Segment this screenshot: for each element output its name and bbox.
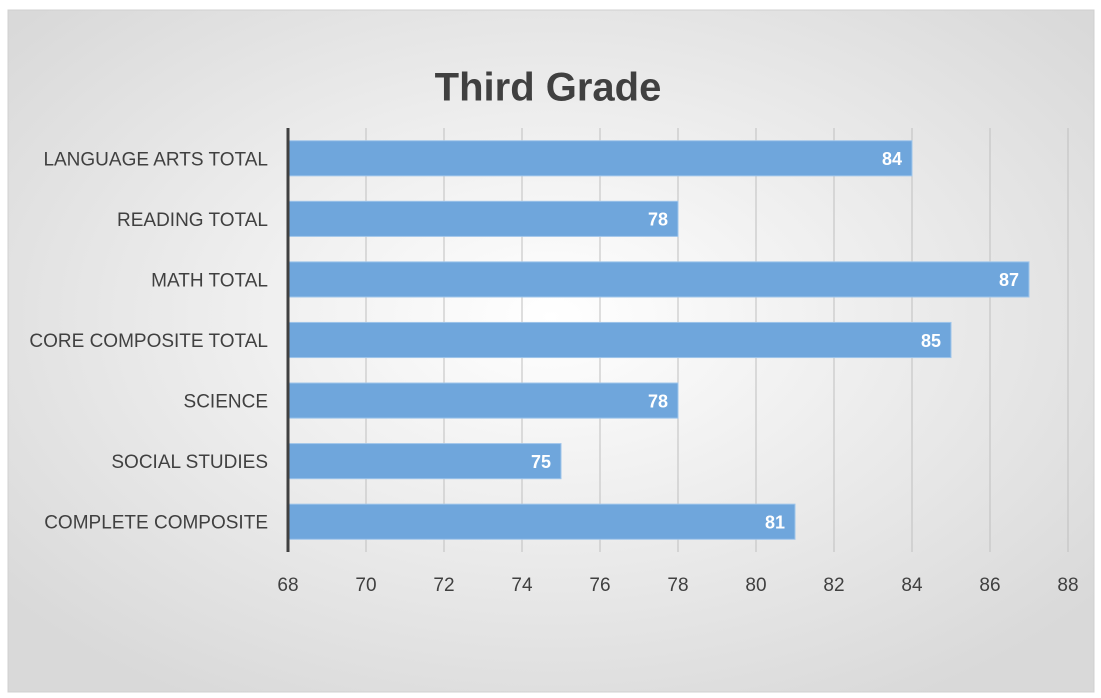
x-tick-label: 68 (277, 575, 298, 596)
data-label: 87 (999, 270, 1019, 290)
data-label: 84 (882, 149, 902, 169)
x-tick-label: 82 (823, 575, 844, 596)
x-tick-label: 88 (1057, 575, 1078, 596)
bar (287, 503, 796, 540)
y-tick-label: READING TOTAL (117, 210, 268, 231)
x-tick-label: 78 (667, 575, 688, 596)
x-tick-label: 86 (979, 575, 1000, 596)
x-tick-label: 84 (901, 575, 923, 596)
x-tick-label: 70 (355, 575, 376, 596)
x-tick-label: 76 (589, 575, 610, 596)
y-tick-label: CORE COMPOSITE TOTAL (29, 331, 268, 352)
y-tick-label: MATH TOTAL (151, 270, 268, 291)
bar (287, 321, 952, 359)
y-tick-label: SOCIAL STUDIES (111, 452, 268, 473)
data-label: 85 (921, 331, 941, 351)
y-tick-label: COMPLETE COMPOSITE (44, 513, 268, 534)
x-tick-label: 74 (511, 575, 533, 596)
chart-title: Third Grade (435, 66, 662, 110)
bar (287, 443, 562, 480)
data-label: 75 (531, 452, 551, 472)
bar (287, 200, 679, 237)
data-label: 78 (648, 391, 668, 411)
bar (287, 261, 1030, 298)
x-tick-label: 72 (433, 575, 454, 596)
data-label: 81 (765, 512, 785, 532)
data-label: 78 (648, 210, 668, 230)
bar (287, 382, 679, 419)
x-tick-label: 80 (745, 575, 766, 596)
y-tick-label: SCIENCE (184, 392, 268, 413)
bar (287, 140, 913, 177)
y-tick-label: LANGUAGE ARTS TOTAL (43, 149, 268, 170)
